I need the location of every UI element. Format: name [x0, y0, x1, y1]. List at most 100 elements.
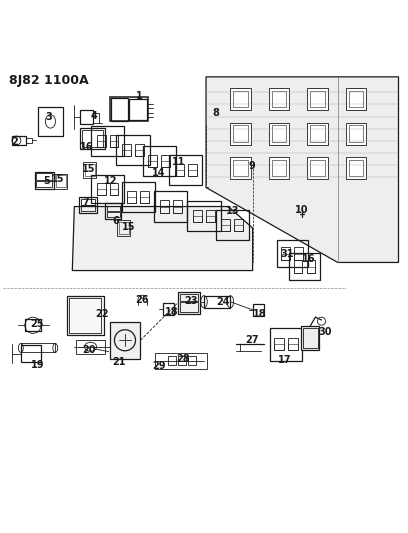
Bar: [180, 294, 198, 301]
Bar: [277, 240, 308, 268]
Text: 16: 16: [302, 254, 315, 264]
Bar: [160, 206, 169, 213]
Bar: [231, 157, 251, 180]
Bar: [288, 338, 297, 350]
Bar: [97, 135, 106, 147]
Bar: [122, 150, 131, 156]
Bar: [119, 222, 129, 234]
Bar: [346, 123, 366, 145]
Bar: [282, 254, 290, 260]
Bar: [272, 91, 286, 107]
Text: 25: 25: [30, 319, 44, 329]
Bar: [25, 319, 41, 332]
Bar: [67, 296, 104, 335]
Text: 19: 19: [31, 360, 44, 369]
Bar: [294, 247, 303, 260]
Text: 22: 22: [95, 309, 109, 319]
Text: 23: 23: [184, 296, 198, 306]
Bar: [80, 128, 105, 149]
Text: 9: 9: [248, 161, 255, 171]
Bar: [272, 125, 286, 142]
Text: 8: 8: [213, 108, 220, 118]
Text: 5: 5: [43, 176, 50, 187]
Bar: [270, 328, 302, 361]
Bar: [154, 191, 187, 222]
Text: 1: 1: [136, 91, 142, 101]
Bar: [91, 174, 124, 203]
Bar: [206, 216, 215, 222]
Bar: [307, 88, 328, 110]
Bar: [82, 130, 103, 147]
Bar: [91, 126, 124, 156]
Bar: [122, 144, 131, 156]
Bar: [216, 210, 249, 240]
Bar: [117, 220, 130, 236]
Bar: [346, 88, 366, 110]
Bar: [173, 200, 182, 213]
Bar: [85, 164, 95, 176]
Polygon shape: [72, 206, 253, 271]
Bar: [269, 157, 289, 180]
Text: 10: 10: [295, 205, 308, 215]
Bar: [122, 182, 155, 212]
Bar: [81, 205, 95, 212]
Bar: [162, 155, 171, 167]
Text: 11: 11: [172, 157, 186, 167]
Text: 29: 29: [152, 361, 165, 371]
Text: 2: 2: [11, 136, 18, 147]
Text: 16: 16: [80, 142, 93, 152]
Bar: [140, 197, 149, 203]
Bar: [175, 170, 184, 176]
Text: 15: 15: [51, 174, 65, 184]
Text: 27: 27: [245, 335, 259, 345]
Bar: [97, 189, 106, 195]
Bar: [349, 125, 363, 142]
Bar: [301, 326, 319, 350]
Bar: [188, 170, 197, 176]
Bar: [307, 157, 328, 180]
Bar: [55, 174, 67, 189]
Bar: [107, 212, 120, 217]
Bar: [307, 123, 328, 145]
Bar: [21, 345, 41, 362]
Bar: [193, 210, 202, 222]
Text: 13: 13: [226, 206, 239, 215]
Bar: [349, 91, 363, 107]
Bar: [160, 200, 169, 213]
Bar: [35, 172, 54, 189]
Text: 15: 15: [122, 222, 136, 232]
Bar: [140, 191, 149, 203]
Bar: [178, 356, 186, 365]
Bar: [135, 144, 144, 156]
Bar: [26, 138, 32, 143]
Bar: [188, 164, 197, 176]
Bar: [110, 135, 118, 147]
Bar: [187, 200, 221, 231]
Text: 14: 14: [152, 168, 165, 179]
Bar: [169, 356, 176, 365]
Bar: [110, 183, 118, 195]
Bar: [83, 163, 96, 178]
Bar: [222, 225, 231, 231]
Bar: [303, 328, 318, 348]
Text: 21: 21: [112, 357, 126, 367]
Bar: [231, 123, 251, 145]
Bar: [222, 219, 231, 231]
Bar: [274, 344, 284, 350]
Text: 7: 7: [82, 197, 89, 207]
Text: 28: 28: [176, 354, 190, 364]
Bar: [288, 344, 297, 350]
Bar: [310, 125, 325, 142]
Bar: [180, 302, 198, 312]
Bar: [79, 197, 97, 213]
Text: 20: 20: [82, 344, 95, 354]
Bar: [234, 219, 243, 231]
Bar: [289, 253, 320, 280]
Text: 3: 3: [46, 112, 53, 123]
Bar: [282, 247, 290, 260]
Bar: [346, 157, 366, 180]
Bar: [107, 206, 120, 212]
Bar: [127, 191, 136, 203]
Bar: [105, 203, 121, 219]
Bar: [21, 343, 55, 352]
